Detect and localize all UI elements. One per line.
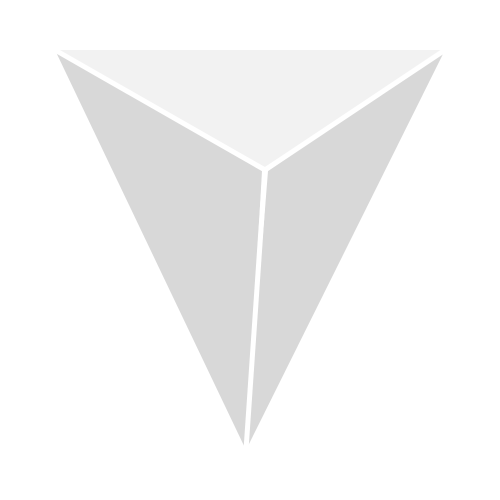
center-edge — [243, 169, 268, 451]
left-face — [55, 50, 262, 450]
right-face — [246, 50, 445, 450]
top-face — [55, 50, 445, 167]
top-face-edge — [53, 47, 447, 173]
